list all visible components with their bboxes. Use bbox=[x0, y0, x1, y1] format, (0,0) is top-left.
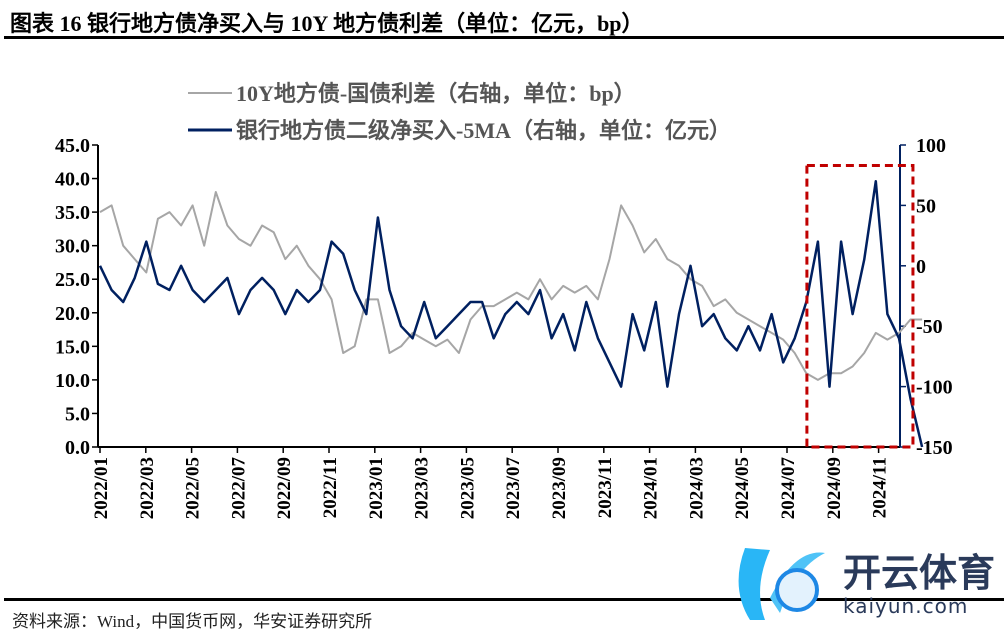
legend-label-0: 10Y地方债-国债利差（右轴，单位：bp） bbox=[236, 81, 636, 106]
left-tick-label: 20.0 bbox=[55, 303, 90, 325]
right-tick-label: -150 bbox=[916, 437, 953, 459]
x-tick-label: 2022/01 bbox=[91, 457, 112, 519]
title-rule bbox=[4, 36, 1004, 39]
chart: 0.0 5.0 10.0 15.0 20.0 25.0 30.0 35.0 40.0 45.0 -1… bbox=[55, 81, 953, 520]
source-note: 资料来源：Wind，中国货币网，华安证券研究所 bbox=[12, 612, 373, 631]
x-tick-label: 2023/09 bbox=[549, 457, 570, 519]
x-tick-label: 2024/03 bbox=[686, 457, 707, 519]
watermark-logo: 开云体育 kaiyun.com bbox=[725, 538, 1005, 624]
series-line-0 bbox=[99, 191, 923, 381]
right-tick-label: 100 bbox=[916, 135, 946, 157]
x-tick-label: 2024/07 bbox=[778, 457, 799, 520]
x-tick-label: 2022/05 bbox=[183, 457, 204, 519]
left-tick-label: 40.0 bbox=[55, 169, 90, 191]
x-tick-label: 2024/01 bbox=[641, 457, 662, 519]
x-tick-label: 2022/11 bbox=[320, 457, 341, 518]
x-tick-label: 2024/11 bbox=[870, 457, 891, 518]
left-tick-label: 0.0 bbox=[65, 437, 90, 459]
x-tick-label: 2023/03 bbox=[412, 457, 433, 519]
x-tick-label: 2024/09 bbox=[824, 457, 845, 519]
x-tick-label: 2022/03 bbox=[137, 457, 158, 519]
legend-label-1: 银行地方债二级净买入-5MA（右轴，单位：亿元） bbox=[236, 118, 731, 143]
logo-text-cn: 开云体育 bbox=[843, 551, 996, 595]
chart-title: 图表 16 银行地方债净买入与 10Y 地方债利差（单位：亿元，bp） bbox=[10, 11, 644, 36]
left-tick-label: 15.0 bbox=[55, 336, 90, 358]
left-tick-label: 45.0 bbox=[55, 135, 90, 157]
series-line-1 bbox=[98, 179, 924, 448]
x-tick-label: 2022/07 bbox=[228, 457, 249, 520]
right-tick-label: 50 bbox=[916, 195, 936, 217]
right-tick-label: 0 bbox=[916, 256, 926, 278]
x-tick-label: 2023/07 bbox=[503, 457, 524, 520]
left-tick-label: 25.0 bbox=[55, 269, 90, 291]
right-tick-label: -100 bbox=[916, 377, 953, 399]
x-tick-label: 2024/05 bbox=[732, 457, 753, 519]
left-tick-label: 30.0 bbox=[55, 236, 90, 258]
x-tick-label: 2023/11 bbox=[595, 457, 616, 518]
x-tick-label: 2023/01 bbox=[366, 457, 387, 519]
right-tick-label: -50 bbox=[916, 316, 943, 338]
x-tick-label: 2023/05 bbox=[457, 457, 478, 519]
highlight-box bbox=[805, 164, 915, 449]
source-rule bbox=[4, 598, 1004, 601]
logo-mark-icon bbox=[738, 548, 825, 620]
left-tick-label: 5.0 bbox=[65, 403, 90, 425]
left-tick-label: 35.0 bbox=[55, 202, 90, 224]
x-tick-label: 2022/09 bbox=[274, 457, 295, 519]
left-tick-label: 10.0 bbox=[55, 370, 90, 392]
logo-text-en: kaiyun.com bbox=[843, 594, 969, 618]
